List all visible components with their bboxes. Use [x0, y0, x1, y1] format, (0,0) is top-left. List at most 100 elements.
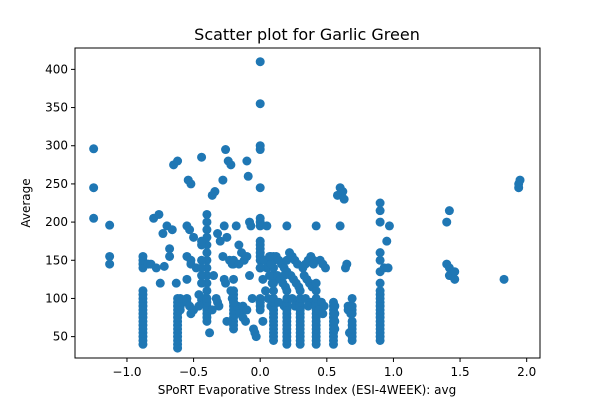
data-point	[105, 251, 115, 261]
x-axis: −1.0 −0.5 0.0 0.5 1.0 1.5 2.0	[112, 358, 536, 379]
data-point	[205, 328, 215, 338]
data-point	[151, 263, 161, 273]
x-tick-label: −0.5	[179, 365, 208, 379]
data-point	[186, 309, 196, 319]
data-point	[295, 286, 305, 296]
data-point	[282, 221, 292, 231]
data-point	[335, 221, 345, 231]
data-point	[155, 278, 165, 288]
data-point	[330, 324, 340, 334]
data-point	[499, 274, 509, 284]
data-point	[222, 316, 232, 326]
y-axis: 50 100 150 200 250 300 350 400	[45, 62, 75, 344]
plot-area-frame	[74, 47, 541, 359]
data-point	[202, 286, 212, 296]
data-point	[197, 255, 207, 265]
data-point	[262, 221, 272, 231]
data-point	[340, 263, 350, 273]
data-point	[311, 286, 321, 296]
data-point	[234, 240, 244, 250]
data-point	[255, 263, 265, 273]
data-point	[158, 229, 168, 239]
data-point	[241, 316, 251, 326]
data-point	[251, 332, 261, 342]
data-point	[105, 220, 115, 230]
data-point	[173, 156, 183, 166]
data-point	[202, 248, 212, 258]
x-tick-label: 0.5	[317, 365, 336, 379]
data-point	[89, 144, 99, 154]
data-point	[242, 305, 252, 315]
x-axis-label: SPoRT Evaporative Stress Index (ESI-4WEE…	[158, 383, 456, 397]
data-point	[375, 286, 385, 296]
data-point	[218, 175, 228, 185]
data-point	[197, 152, 207, 162]
data-point	[245, 271, 255, 281]
data-point	[382, 236, 392, 246]
data-point	[265, 251, 275, 261]
data-point	[154, 209, 164, 219]
data-point	[189, 232, 199, 242]
data-point	[258, 274, 268, 284]
data-point	[167, 225, 177, 235]
y-tick-label: 300	[45, 139, 68, 153]
y-axis-label: Average	[19, 178, 33, 227]
x-tick-label: 2.0	[517, 365, 536, 379]
data-point	[247, 293, 257, 303]
x-tick-label: 0.0	[251, 365, 270, 379]
data-point	[231, 221, 241, 231]
data-point	[258, 316, 268, 326]
data-point	[255, 236, 265, 246]
data-point	[320, 263, 330, 273]
data-point	[311, 221, 321, 231]
data-point	[279, 271, 289, 281]
data-point	[197, 236, 207, 246]
data-point	[213, 229, 223, 239]
data-point	[186, 255, 196, 265]
data-point	[375, 198, 385, 208]
data-point	[219, 221, 229, 231]
data-point	[159, 261, 169, 271]
chart-title: Scatter plot for Garlic Green	[194, 25, 420, 44]
data-point	[375, 255, 385, 265]
data-point	[229, 274, 239, 284]
data-point	[197, 271, 207, 281]
x-tick-label: −1.0	[112, 365, 141, 379]
data-point	[202, 293, 212, 303]
data-point	[242, 156, 252, 166]
data-point	[255, 57, 265, 67]
data-point	[229, 297, 239, 307]
data-point	[450, 267, 460, 277]
data-point	[242, 251, 252, 261]
y-tick-label: 200	[45, 215, 68, 229]
data-point	[450, 274, 460, 284]
data-point	[182, 274, 192, 284]
data-point	[266, 259, 276, 269]
data-point	[207, 305, 217, 315]
data-point	[383, 263, 393, 273]
data-point	[138, 286, 148, 296]
data-point	[221, 145, 231, 155]
x-tick-label: 1.0	[384, 365, 403, 379]
data-point	[330, 301, 340, 311]
data-point	[213, 297, 223, 307]
data-point	[215, 236, 225, 246]
data-point	[375, 248, 385, 258]
data-point	[261, 286, 271, 296]
data-point	[202, 217, 212, 227]
data-point	[89, 183, 99, 193]
data-point	[197, 263, 207, 273]
data-point	[226, 286, 236, 296]
data-point	[165, 251, 175, 261]
data-point	[194, 301, 204, 311]
data-point	[255, 297, 265, 307]
data-point	[89, 213, 99, 223]
data-point	[202, 209, 212, 219]
data-point	[269, 286, 279, 296]
data-point	[210, 187, 220, 197]
data-point	[197, 278, 207, 288]
data-point	[221, 278, 231, 288]
y-tick-label: 250	[45, 177, 68, 191]
data-point	[282, 286, 292, 296]
